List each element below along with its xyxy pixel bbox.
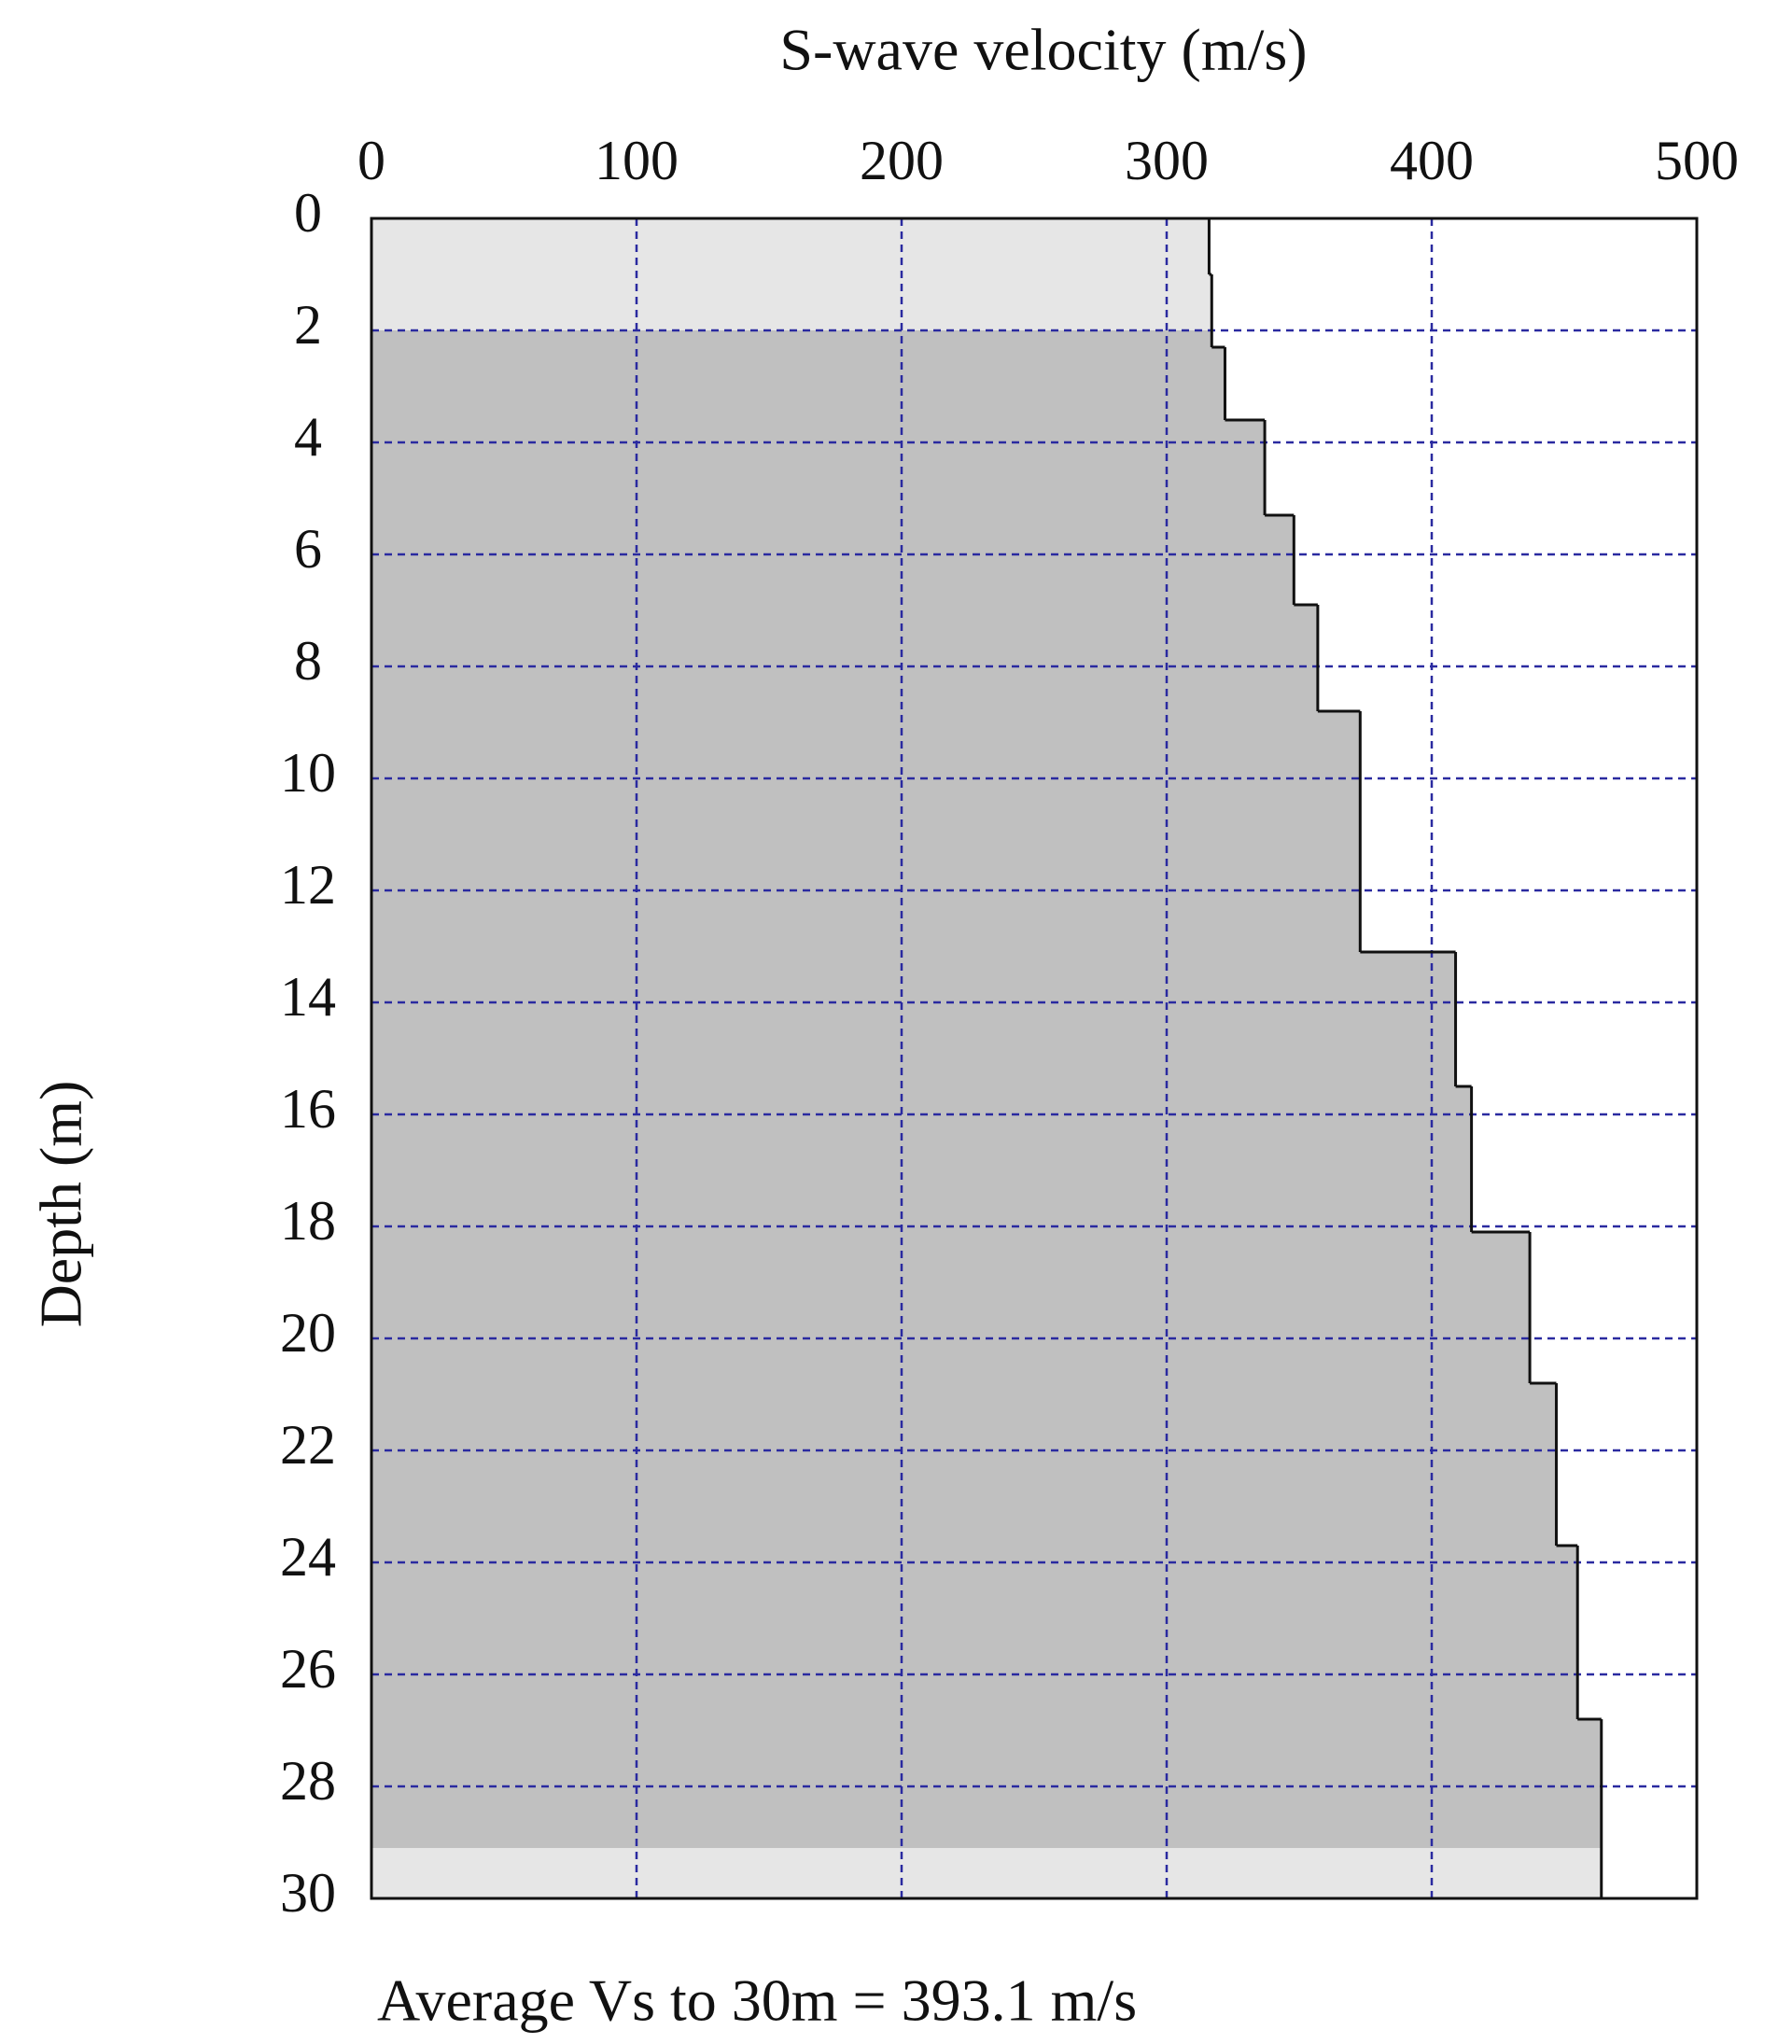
y-tick-label: 20	[280, 1302, 336, 1364]
y-tick-label: 0	[294, 182, 322, 244]
y-tick-label: 8	[294, 630, 322, 692]
y-tick-label: 16	[280, 1078, 336, 1140]
y-tick-label: 30	[280, 1862, 336, 1924]
x-tick-label: 200	[860, 130, 944, 191]
y-tick-label: 4	[294, 406, 322, 468]
x-tick-label: 500	[1655, 130, 1739, 191]
y-tick-label: 2	[294, 294, 322, 356]
x-tick-label: 0	[357, 130, 385, 191]
x-tick-label: 300	[1125, 130, 1209, 191]
plot-frame	[370, 217, 1699, 1900]
y-tick-label: 6	[294, 518, 322, 580]
y-tick-label: 10	[280, 742, 336, 804]
y-tick-label: 18	[280, 1190, 336, 1252]
y-tick-label: 28	[280, 1750, 336, 1812]
y-tick-label: 26	[280, 1638, 336, 1700]
y-tick-label: 24	[280, 1526, 336, 1588]
layer-fill	[371, 218, 1210, 274]
x-axis-title: S-wave velocity (m/s)	[779, 17, 1307, 83]
x-tick-label: 100	[595, 130, 679, 191]
y-tick-label: 12	[280, 854, 336, 916]
y-tick-label: 14	[280, 966, 336, 1028]
x-tick-label: 400	[1390, 130, 1474, 191]
annotation: Average Vs to 30m = 393.1 m/s	[377, 1967, 1137, 2034]
y-tick-label: 22	[280, 1414, 336, 1476]
y-axis-title: Depth (m)	[28, 1081, 94, 1328]
shaded-band	[371, 330, 1602, 1848]
